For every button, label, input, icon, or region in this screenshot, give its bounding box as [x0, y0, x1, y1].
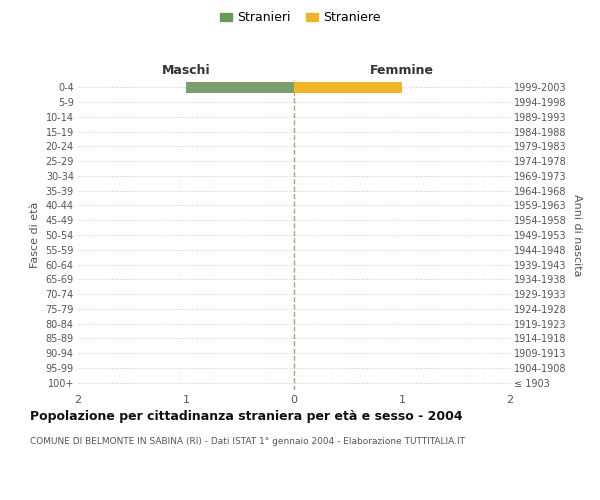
Y-axis label: Anni di nascita: Anni di nascita — [572, 194, 583, 276]
Text: COMUNE DI BELMONTE IN SABINA (RI) - Dati ISTAT 1° gennaio 2004 - Elaborazione TU: COMUNE DI BELMONTE IN SABINA (RI) - Dati… — [30, 438, 465, 446]
Legend: Stranieri, Straniere: Stranieri, Straniere — [215, 6, 386, 29]
Text: Popolazione per cittadinanza straniera per età e sesso - 2004: Popolazione per cittadinanza straniera p… — [30, 410, 463, 423]
Text: Femmine: Femmine — [370, 64, 434, 78]
Y-axis label: Fasce di età: Fasce di età — [30, 202, 40, 268]
Bar — [294, 82, 402, 93]
Text: Maschi: Maschi — [161, 64, 211, 78]
Bar — [186, 82, 294, 93]
